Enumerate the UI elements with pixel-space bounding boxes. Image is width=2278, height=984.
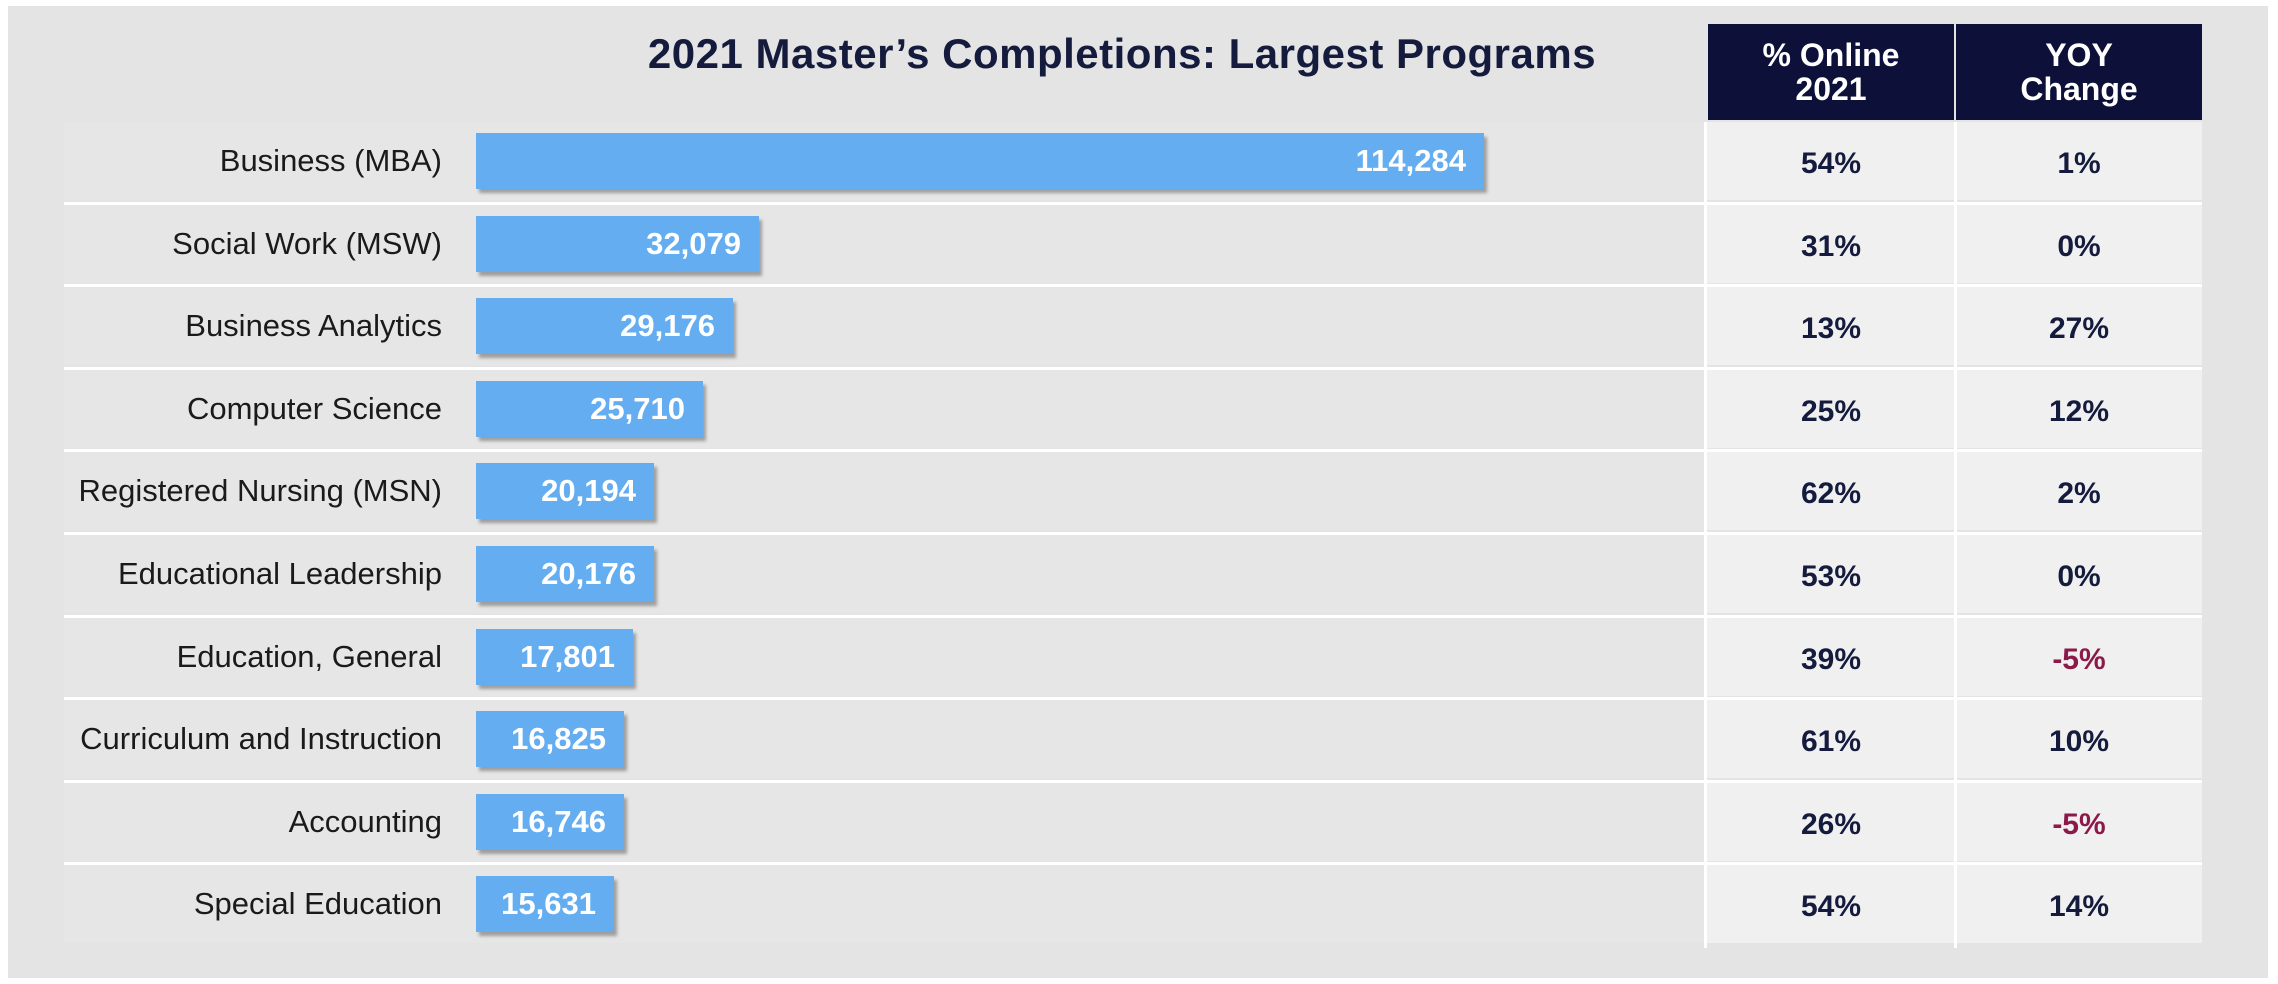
- category-label: Business Analytics: [185, 308, 442, 343]
- row-band: [64, 452, 1704, 530]
- column-header-online: % Online 2021: [1708, 24, 1954, 120]
- online-percent: 61%: [1800, 725, 1862, 758]
- bar-value-label: 20,194: [541, 473, 636, 508]
- online-percent: 13%: [1800, 312, 1862, 345]
- online-cell: [1706, 535, 1954, 613]
- online-percent: 54%: [1800, 890, 1862, 923]
- bar-value-label: 114,284: [1355, 143, 1466, 178]
- row-band: [64, 700, 1704, 778]
- yoy-cell: [1956, 865, 2202, 943]
- yoy-change: 27%: [2048, 312, 2110, 345]
- yoy-cell: [1956, 700, 2202, 778]
- column-header-online-line1: % Online: [1762, 37, 1900, 73]
- row-divider: [64, 367, 2202, 370]
- row-band: [64, 535, 1704, 613]
- online-cell: [1706, 370, 1954, 448]
- bar-value-label: 16,825: [511, 721, 606, 756]
- row-divider: [64, 862, 2202, 865]
- column-header-yoy-line1: YOY: [2045, 37, 2113, 73]
- yoy-change: -5%: [2052, 643, 2106, 676]
- yoy-cell: [1956, 535, 2202, 613]
- category-label: Curriculum and Instruction: [80, 721, 442, 756]
- yoy-change: -5%: [2052, 808, 2106, 841]
- bar-value-label: 15,631: [501, 886, 596, 921]
- online-cell: [1706, 205, 1954, 283]
- bar: [476, 216, 759, 272]
- online-percent: 39%: [1800, 643, 1862, 676]
- category-label: Registered Nursing (MSN): [78, 473, 443, 508]
- category-label: Social Work (MSW): [172, 226, 442, 261]
- yoy-change: 2%: [2057, 477, 2101, 510]
- column-divider: [1954, 122, 1957, 948]
- bar: [476, 794, 624, 850]
- row-divider: [64, 532, 2202, 535]
- category-label: Business (MBA): [219, 143, 442, 178]
- yoy-change: 14%: [2048, 890, 2110, 923]
- bar: [476, 133, 1484, 189]
- yoy-cell: [1956, 618, 2202, 696]
- online-cell: [1706, 700, 1954, 778]
- row-band: [64, 287, 1704, 365]
- yoy-cell: [1956, 370, 2202, 448]
- yoy-cell: [1956, 783, 2202, 861]
- online-cell: [1706, 618, 1954, 696]
- row-band: [64, 205, 1704, 283]
- chart-title: 2021 Master’s Completions: Largest Progr…: [647, 30, 1597, 77]
- category-label: Special Education: [193, 886, 442, 921]
- yoy-cell: [1956, 122, 2202, 200]
- online-percent: 54%: [1800, 147, 1862, 180]
- bar: [476, 546, 654, 602]
- online-cell: [1706, 122, 1954, 200]
- bar: [476, 629, 633, 685]
- online-percent: 26%: [1800, 808, 1862, 841]
- yoy-change: 1%: [2057, 147, 2101, 180]
- online-percent: 62%: [1800, 477, 1862, 510]
- bar-value-label: 17,801: [520, 639, 615, 674]
- online-cell: [1706, 865, 1954, 943]
- column-header-yoy-line2: Change: [2020, 71, 2138, 107]
- yoy-cell: [1956, 287, 2202, 365]
- category-label: Accounting: [288, 804, 442, 839]
- category-label: Educational Leadership: [117, 556, 442, 591]
- row-divider: [64, 780, 2202, 783]
- online-percent: 53%: [1800, 560, 1862, 593]
- yoy-cell: [1956, 452, 2202, 530]
- row-band: [64, 618, 1704, 696]
- category-label: Computer Science: [186, 391, 442, 426]
- online-cell: [1706, 287, 1954, 365]
- yoy-change: 0%: [2057, 230, 2101, 263]
- online-cell: [1706, 783, 1954, 861]
- yoy-change: 12%: [2048, 395, 2110, 428]
- column-header-yoy: YOY Change: [1956, 24, 2202, 120]
- bar-value-label: 32,079: [646, 226, 741, 261]
- bar-value-label: 29,176: [620, 308, 715, 343]
- row-divider: [64, 202, 2202, 205]
- online-percent: 31%: [1800, 230, 1862, 263]
- column-divider: [1704, 122, 1707, 948]
- yoy-change: 0%: [2057, 560, 2101, 593]
- row-divider: [64, 284, 2202, 287]
- bar-value-label: 25,710: [590, 391, 685, 426]
- row-band: [64, 370, 1704, 448]
- row-divider: [64, 449, 2202, 452]
- bar: [476, 298, 733, 354]
- bar-value-label: 20,176: [541, 556, 636, 591]
- row-divider: [64, 615, 2202, 618]
- row-band: [64, 865, 1704, 943]
- row-divider: [64, 697, 2202, 700]
- bar: [476, 463, 654, 519]
- row-band: [64, 783, 1704, 861]
- bar: [476, 876, 614, 932]
- bar: [476, 711, 624, 767]
- column-header-online-line2: 2021: [1795, 71, 1867, 107]
- category-label: Education, General: [176, 639, 442, 674]
- yoy-cell: [1956, 205, 2202, 283]
- yoy-change: 10%: [2048, 725, 2110, 758]
- online-cell: [1706, 452, 1954, 530]
- online-percent: 25%: [1800, 395, 1862, 428]
- bar: [476, 381, 703, 437]
- bar-value-label: 16,746: [511, 804, 606, 839]
